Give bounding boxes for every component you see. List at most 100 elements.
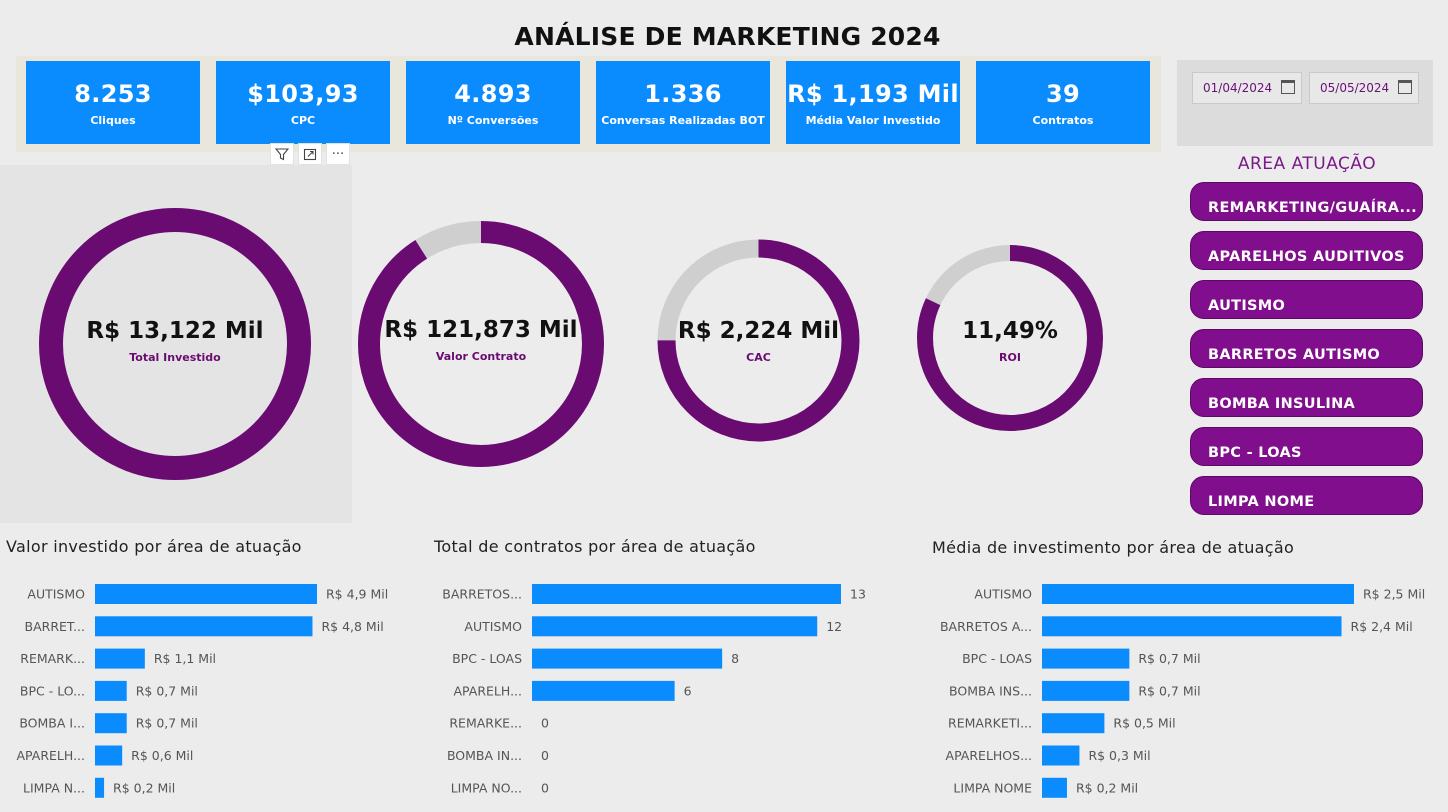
kpi-card-cpc[interactable]: $103,93 CPC	[216, 61, 390, 144]
area-slicer-item-barretos-autismo[interactable]: BARRETOS AUTISMO	[1190, 329, 1423, 368]
bar-chart-media-investimento[interactable]: AUTISMO R$ 2,5 Mil BARRETOS A... R$ 2,4 Mil…	[925, 578, 1448, 808]
donut-valor-contrato[interactable]	[356, 219, 606, 469]
kpi-value: 1.336	[644, 80, 722, 108]
category-label: REMARKETI...	[948, 716, 1032, 731]
area-slicer-item-limpa-nome[interactable]: LIMPA NOME	[1190, 476, 1423, 515]
area-slicer-item-bpc-loas[interactable]: BPC - LOAS	[1190, 427, 1423, 466]
category-label: BPC - LOAS	[962, 651, 1032, 666]
area-slicer-title: AREA ATUAÇÃO	[1237, 154, 1377, 174]
area-slicer-item-remarketing[interactable]: REMARKETING/GUAÍRA...	[1190, 182, 1423, 221]
start-date-field[interactable]: 01/04/2024	[1192, 72, 1302, 104]
data-label: R$ 2,5 Mil	[1363, 587, 1425, 602]
data-label: 0	[541, 748, 549, 763]
kpi-card-media-valor[interactable]: R$ 1,193 Mil Média Valor Investido	[786, 61, 960, 144]
bar-chart-total-contratos[interactable]: BARRETOS... 13 AUTISMO 12 BPC - LOAS 8 APARELH…	[425, 578, 905, 808]
chart-title-valor-investido: Valor investido por área de atuação	[6, 537, 302, 556]
bar[interactable]	[1042, 745, 1080, 766]
kpi-value: $103,93	[247, 80, 359, 108]
category-label: AUTISMO	[464, 619, 522, 634]
bar[interactable]	[1042, 584, 1354, 604]
bar[interactable]	[532, 648, 723, 669]
bar[interactable]	[1042, 648, 1130, 669]
kpi-card-conversas-bot[interactable]: 1.336 Conversas Realizadas BOT	[596, 61, 770, 144]
data-label: R$ 0,7 Mil	[1138, 651, 1200, 666]
data-label: 0	[541, 780, 549, 795]
gauge-caption: CAC	[746, 351, 771, 364]
kpi-band	[16, 56, 1161, 152]
kpi-label: Contratos	[1032, 114, 1094, 127]
category-label: APARELH...	[454, 683, 523, 698]
category-label: BPC - LO...	[20, 683, 85, 698]
bar[interactable]	[1042, 616, 1342, 637]
kpi-value: 8.253	[74, 80, 152, 108]
kpi-value: R$ 1,193 Mil	[787, 80, 959, 108]
data-label: R$ 0,2 Mil	[113, 780, 175, 795]
donut-fill	[358, 221, 604, 467]
bar[interactable]	[532, 616, 818, 637]
category-label: AUTISMO	[974, 587, 1032, 602]
filter-icon[interactable]	[270, 143, 294, 165]
category-label: BARRETOS A...	[940, 619, 1032, 634]
kpi-card-contratos[interactable]: 39 Contratos	[976, 61, 1150, 144]
bar[interactable]	[95, 616, 313, 637]
chart-title-media-investimento: Média de investimento por área de atuaçã…	[932, 538, 1295, 557]
data-label: 8	[731, 651, 739, 666]
data-label: 12	[826, 619, 842, 634]
donut-cac[interactable]	[656, 238, 861, 443]
donut-total-investido[interactable]	[37, 206, 313, 482]
calendar-icon[interactable]	[1398, 80, 1412, 94]
data-label: R$ 4,9 Mil	[326, 587, 388, 602]
data-label: R$ 0,2 Mil	[1076, 780, 1138, 795]
donut-roi[interactable]	[915, 243, 1105, 433]
kpi-label: Média Valor Investido	[805, 114, 941, 127]
bar[interactable]	[532, 680, 675, 701]
data-label: R$ 0,7 Mil	[136, 716, 198, 731]
data-label: R$ 0,6 Mil	[131, 748, 193, 763]
bar[interactable]	[95, 745, 123, 766]
gauge-caption: Valor Contrato	[435, 350, 527, 363]
category-label: REMARK...	[20, 651, 85, 666]
category-label: LIMPA NOME	[953, 780, 1032, 795]
gauge-label-cac: R$ 2,224 Mil CAC	[656, 318, 861, 364]
kpi-label: Cliques	[90, 114, 136, 127]
kpi-value: 39	[1046, 80, 1080, 108]
category-label: BOMBA INS...	[949, 683, 1032, 698]
gauge-label-valor-contrato: R$ 121,873 Mil Valor Contrato	[356, 317, 606, 363]
kpi-card-conversoes[interactable]: 4.893 Nº Conversões	[406, 61, 580, 144]
data-label: 13	[850, 587, 866, 602]
bar[interactable]	[1042, 680, 1130, 701]
kpi-label: Nº Conversões	[447, 114, 539, 127]
category-label: BOMBA I...	[19, 716, 85, 731]
gauge-value: 11,49%	[962, 318, 1058, 344]
kpi-label: CPC	[290, 114, 316, 127]
bar[interactable]	[1042, 777, 1067, 798]
bar[interactable]	[95, 777, 105, 798]
category-label: BARRET...	[25, 619, 85, 634]
data-label: R$ 0,5 Mil	[1113, 716, 1175, 731]
area-slicer-item-bomba-insulina[interactable]: BOMBA INSULINA	[1190, 378, 1423, 417]
focus-mode-icon[interactable]	[298, 143, 322, 165]
end-date-value: 05/05/2024	[1320, 81, 1390, 95]
area-slicer-item-aparelhos-auditivos[interactable]: APARELHOS AUDITIVOS	[1190, 231, 1423, 270]
date-range-slicer: 01/04/2024 05/05/2024	[1177, 60, 1433, 146]
bar[interactable]	[95, 584, 317, 604]
gauge-label-roi: 11,49% ROI	[915, 318, 1105, 364]
end-date-field[interactable]: 05/05/2024	[1309, 72, 1419, 104]
bar-chart-valor-investido[interactable]: AUTISMO R$ 4,9 Mil BARRET... R$ 4,8 Mil REMA…	[0, 578, 420, 808]
gauge-caption: ROI	[999, 351, 1021, 364]
start-date-value: 01/04/2024	[1203, 81, 1273, 95]
category-label: AUTISMO	[27, 587, 85, 602]
category-label: REMARKE...	[449, 716, 522, 731]
category-label: BPC - LOAS	[452, 651, 522, 666]
category-label: APARELH...	[17, 748, 86, 763]
calendar-icon[interactable]	[1281, 80, 1295, 94]
bar[interactable]	[95, 680, 127, 701]
area-slicer-item-autismo[interactable]: AUTISMO	[1190, 280, 1423, 319]
more-options-icon[interactable]: ···	[326, 143, 350, 165]
bar[interactable]	[95, 648, 145, 669]
bar[interactable]	[532, 584, 841, 604]
kpi-card-cliques[interactable]: 8.253 Cliques	[26, 61, 200, 144]
bar[interactable]	[1042, 713, 1105, 734]
data-label: R$ 0,3 Mil	[1088, 748, 1150, 763]
bar[interactable]	[95, 713, 127, 734]
